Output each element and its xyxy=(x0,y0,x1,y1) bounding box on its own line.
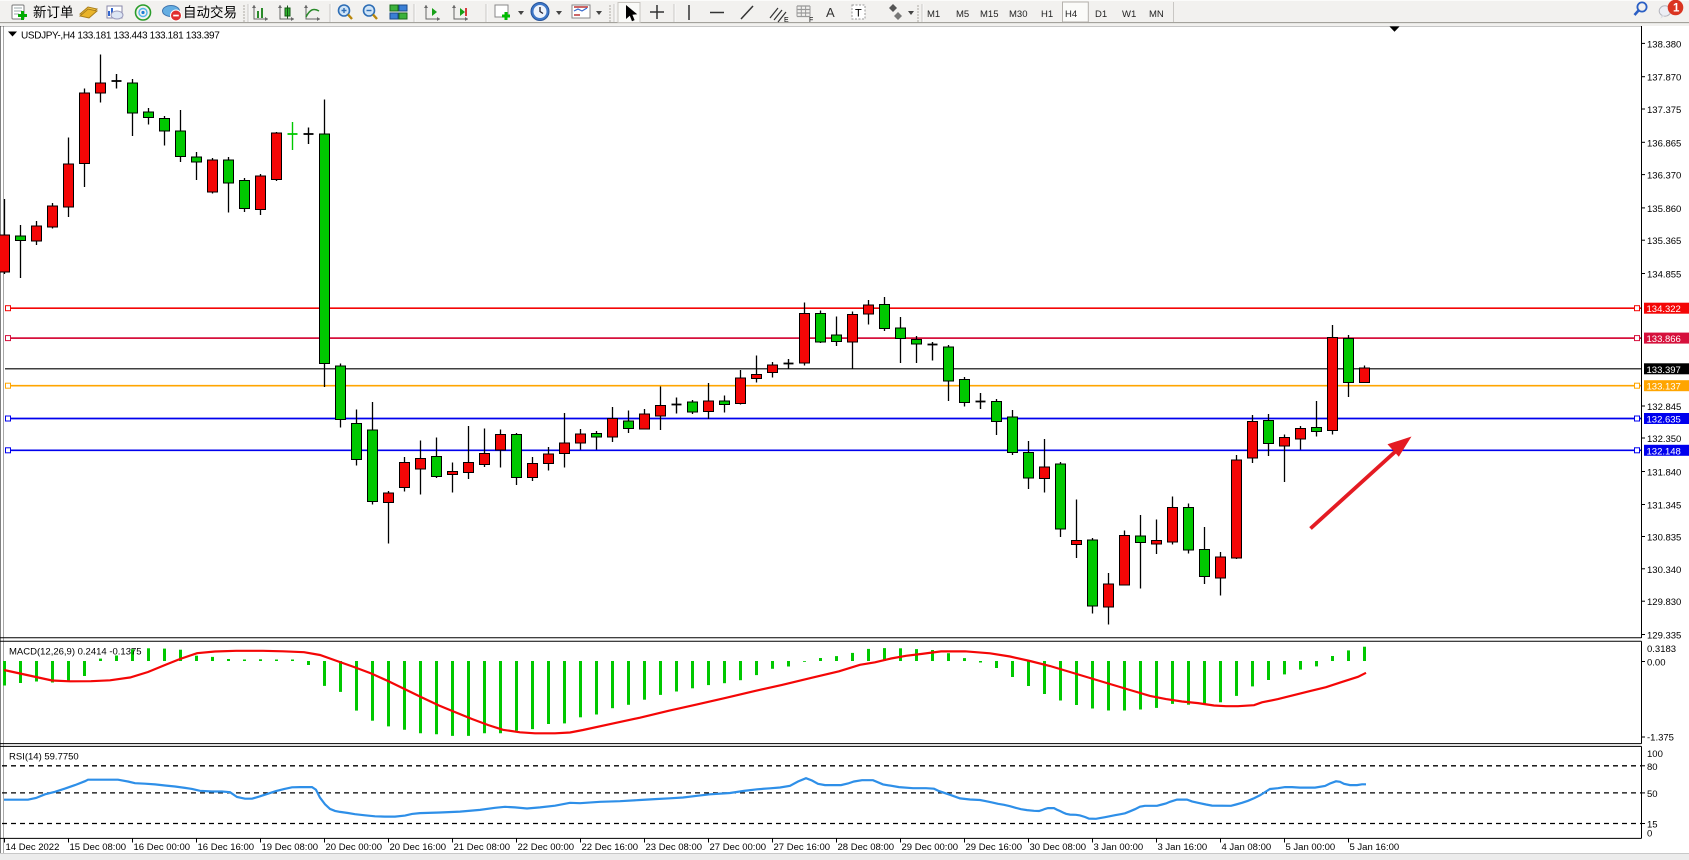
svg-text:自动交易: 自动交易 xyxy=(183,4,237,20)
svg-text:135.860: 135.860 xyxy=(1647,204,1681,215)
svg-text:20 Dec 16:00: 20 Dec 16:00 xyxy=(390,842,447,853)
svg-text:134.855: 134.855 xyxy=(1647,270,1681,281)
svg-text:138.380: 138.380 xyxy=(1647,39,1681,50)
svg-text:16 Dec 16:00: 16 Dec 16:00 xyxy=(198,842,255,853)
svg-text:M1: M1 xyxy=(927,9,940,20)
svg-text:136.370: 136.370 xyxy=(1647,171,1681,182)
svg-text:80: 80 xyxy=(1647,762,1658,773)
svg-text:22 Dec 16:00: 22 Dec 16:00 xyxy=(582,842,639,853)
svg-text:130.835: 130.835 xyxy=(1647,533,1681,544)
svg-text:133.137: 133.137 xyxy=(1647,382,1681,393)
svg-text:H1: H1 xyxy=(1041,9,1053,20)
svg-text:131.345: 131.345 xyxy=(1647,501,1681,512)
svg-text:29 Dec 16:00: 29 Dec 16:00 xyxy=(966,842,1023,853)
svg-text:22 Dec 00:00: 22 Dec 00:00 xyxy=(518,842,575,853)
svg-text:14 Dec 2022: 14 Dec 2022 xyxy=(6,842,60,853)
svg-text:0.00: 0.00 xyxy=(1647,658,1666,669)
svg-text:3 Jan 00:00: 3 Jan 00:00 xyxy=(1094,842,1144,853)
svg-text:133.866: 133.866 xyxy=(1647,334,1681,345)
svg-text:136.865: 136.865 xyxy=(1647,138,1681,149)
svg-text:0.3183: 0.3183 xyxy=(1647,644,1676,655)
svg-text:T: T xyxy=(855,8,862,20)
svg-text:19 Dec 08:00: 19 Dec 08:00 xyxy=(262,842,319,853)
svg-text:MACD(12,26,9) 0.2414 -0.1375: MACD(12,26,9) 0.2414 -0.1375 xyxy=(9,647,142,658)
svg-text:5 Jan 00:00: 5 Jan 00:00 xyxy=(1286,842,1336,853)
svg-text:21 Dec 08:00: 21 Dec 08:00 xyxy=(454,842,511,853)
svg-text:137.375: 137.375 xyxy=(1647,105,1681,116)
svg-text:MN: MN xyxy=(1149,9,1164,20)
svg-text:23 Dec 08:00: 23 Dec 08:00 xyxy=(646,842,703,853)
svg-text:新订单: 新订单 xyxy=(33,5,74,20)
svg-text:27 Dec 00:00: 27 Dec 00:00 xyxy=(710,842,767,853)
svg-text:F: F xyxy=(809,17,813,24)
svg-text:M5: M5 xyxy=(956,9,969,20)
svg-text:20 Dec 00:00: 20 Dec 00:00 xyxy=(326,842,383,853)
svg-text:16 Dec 00:00: 16 Dec 00:00 xyxy=(134,842,191,853)
svg-text:A: A xyxy=(826,5,835,20)
svg-text:132.350: 132.350 xyxy=(1647,434,1681,445)
svg-text:130.340: 130.340 xyxy=(1647,565,1681,576)
svg-text:129.335: 129.335 xyxy=(1647,631,1681,642)
svg-text:M30: M30 xyxy=(1009,9,1027,20)
svg-text:3 Jan 16:00: 3 Jan 16:00 xyxy=(1158,842,1208,853)
svg-text:132.635: 132.635 xyxy=(1647,415,1681,426)
svg-text:100: 100 xyxy=(1647,749,1663,760)
svg-text:50: 50 xyxy=(1647,789,1658,800)
svg-text:27 Dec 16:00: 27 Dec 16:00 xyxy=(774,842,831,853)
svg-text:15 Dec 08:00: 15 Dec 08:00 xyxy=(70,842,127,853)
svg-text:M15: M15 xyxy=(980,9,998,20)
svg-text:131.840: 131.840 xyxy=(1647,468,1681,479)
svg-text:4 Jan 08:00: 4 Jan 08:00 xyxy=(1222,842,1272,853)
svg-text:H4: H4 xyxy=(1065,9,1077,20)
svg-text:USDJPY-,H4 133.181 133.443 13: USDJPY-,H4 133.181 133.443 133.181 133.3… xyxy=(21,31,220,42)
svg-text:30 Dec 08:00: 30 Dec 08:00 xyxy=(1030,842,1087,853)
svg-text:29 Dec 00:00: 29 Dec 00:00 xyxy=(902,842,959,853)
svg-text:W1: W1 xyxy=(1122,9,1136,20)
svg-text:133.397: 133.397 xyxy=(1647,365,1681,376)
svg-text:D1: D1 xyxy=(1095,9,1107,20)
svg-text:135.365: 135.365 xyxy=(1647,236,1681,247)
svg-text:0: 0 xyxy=(1647,829,1652,840)
svg-text:-1.375: -1.375 xyxy=(1647,733,1674,744)
svg-text:5 Jan 16:00: 5 Jan 16:00 xyxy=(1350,842,1400,853)
svg-text:134.322: 134.322 xyxy=(1647,304,1681,315)
svg-text:15: 15 xyxy=(1647,820,1658,831)
svg-text:132.148: 132.148 xyxy=(1647,446,1681,457)
svg-text:132.845: 132.845 xyxy=(1647,402,1681,413)
svg-text:E: E xyxy=(784,17,789,24)
svg-text:RSI(14) 59.7750: RSI(14) 59.7750 xyxy=(9,752,79,763)
svg-text:1: 1 xyxy=(1673,3,1680,15)
svg-text:137.870: 137.870 xyxy=(1647,73,1681,84)
svg-text:129.830: 129.830 xyxy=(1647,597,1681,608)
svg-text:28 Dec 08:00: 28 Dec 08:00 xyxy=(838,842,895,853)
